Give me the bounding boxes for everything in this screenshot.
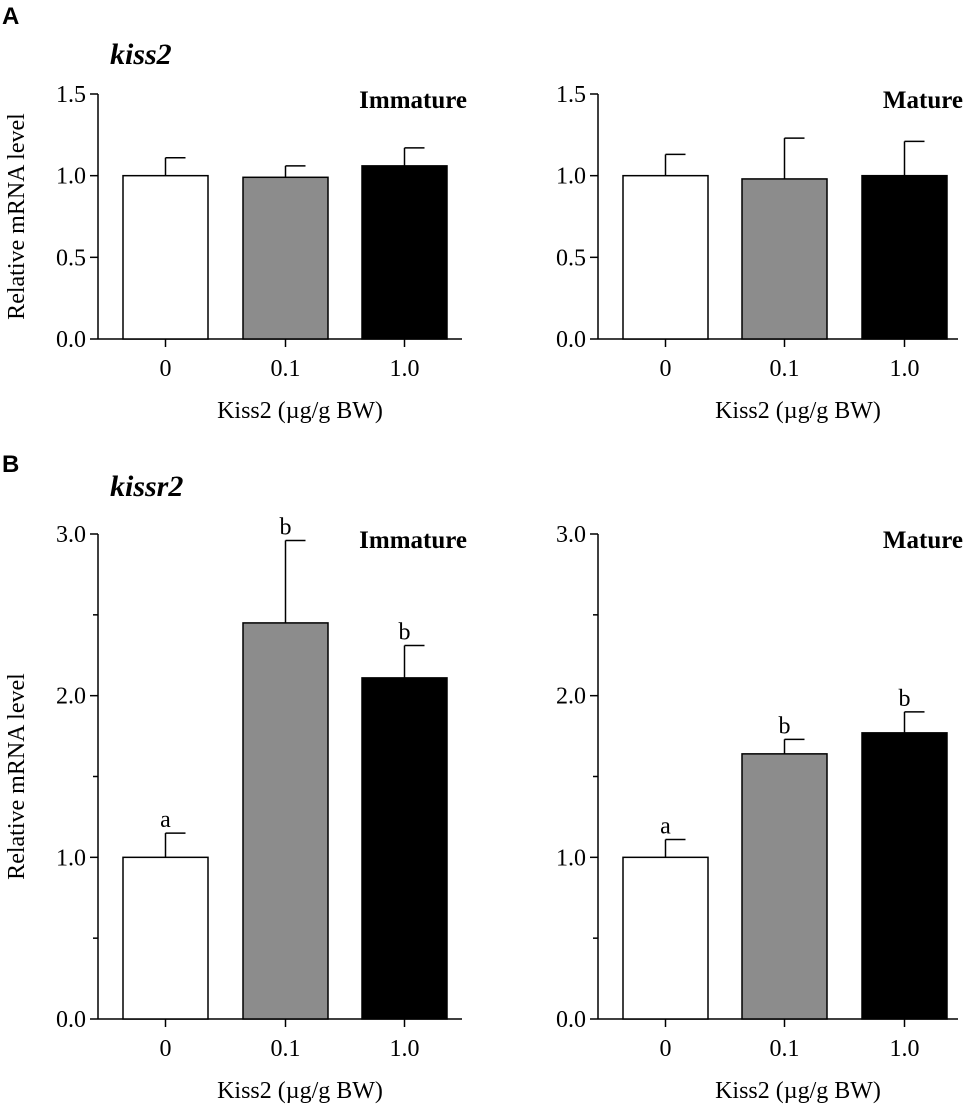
significance-letter: a <box>660 814 671 840</box>
x-tick-label: 0 <box>660 1036 672 1062</box>
y-tick-label: 3.0 <box>56 522 86 548</box>
y-tick-label: 3.0 <box>556 522 586 548</box>
chart-a-mature: 0.0 0.5 1.0 1.5 0 0.1 1.0 Mature Kiss2 (µg/g BW) <box>556 82 963 424</box>
y-tick-label: 1.0 <box>56 164 86 190</box>
y-tick-label: 0.0 <box>556 327 586 353</box>
bar-1-0 <box>361 677 448 1020</box>
bar-0-1 <box>741 753 828 1020</box>
x-tick-label: 0 <box>160 356 172 382</box>
y-axis-title: Relative mRNA level <box>4 113 30 320</box>
stage-title: Mature <box>883 87 963 114</box>
y-tick-label: 1.5 <box>556 82 586 108</box>
x-tick-label: 0 <box>660 356 672 382</box>
bar-1-0 <box>861 732 948 1020</box>
bar-0 <box>122 174 209 340</box>
x-axis-title: Kiss2 (µg/g BW) <box>715 398 881 424</box>
significance-letter: a <box>160 807 171 833</box>
x-tick-label: 1.0 <box>390 1036 420 1062</box>
y-tick-label: 0.0 <box>56 1007 86 1033</box>
y-axis-title: Relative mRNA level <box>4 673 30 880</box>
y-tick-label: 1.0 <box>556 164 586 190</box>
stage-title: Immature <box>359 527 467 554</box>
x-axis-title: Kiss2 (µg/g BW) <box>217 1078 383 1104</box>
x-tick-label: 0.1 <box>770 1036 800 1062</box>
chart-b-mature: 0.0 1.0 2.0 3.0 0 a 0.1 b 1.0 b Mature Kiss2 (µg/g … <box>556 522 963 1104</box>
panel-letter-a: A <box>2 3 19 30</box>
bar-1-0 <box>361 165 448 340</box>
gene-title-kiss2: kiss2 <box>110 38 172 71</box>
significance-letter: b <box>280 514 292 540</box>
bar-0 <box>622 856 709 1020</box>
x-tick-label: 0.1 <box>770 356 800 382</box>
gene-title-kissr2: kissr2 <box>110 470 183 503</box>
y-tick-label: 0.0 <box>556 1007 586 1033</box>
x-tick-label: 1.0 <box>890 356 920 382</box>
x-axis-title: Kiss2 (µg/g BW) <box>217 398 383 424</box>
y-tick-label: 2.0 <box>556 684 586 710</box>
y-tick-label: 2.0 <box>56 684 86 710</box>
x-tick-label: 1.0 <box>390 356 420 382</box>
x-tick-label: 1.0 <box>890 1036 920 1062</box>
stage-title: Mature <box>883 527 963 554</box>
x-tick-label: 0.1 <box>271 356 301 382</box>
x-axis-title: Kiss2 (µg/g BW) <box>715 1078 881 1104</box>
x-tick-label: 0 <box>160 1036 172 1062</box>
charts-group: 0.0 0.5 1.0 1.5 0 0.1 1.0 Immature Kiss2 (µg/g B… <box>4 82 963 1104</box>
y-tick-label: 1.0 <box>56 845 86 871</box>
bar-0 <box>122 856 209 1020</box>
significance-letter: b <box>399 620 411 646</box>
panel-letter-b: B <box>2 451 19 478</box>
significance-letter: b <box>899 686 911 712</box>
y-tick-label: 0.5 <box>556 245 586 271</box>
y-tick-label: 0.0 <box>56 327 86 353</box>
chart-b-immature: 0.0 1.0 2.0 3.0 0 a 0.1 b 1.0 b Immature Kiss2 (µg/… <box>4 514 467 1104</box>
bar-1-0 <box>861 174 948 340</box>
y-tick-label: 1.5 <box>56 82 86 108</box>
y-tick-label: 0.5 <box>56 245 86 271</box>
x-tick-label: 0.1 <box>271 1036 301 1062</box>
bar-0-1 <box>741 178 828 340</box>
significance-letter: b <box>779 713 791 739</box>
chart-a-immature: 0.0 0.5 1.0 1.5 0 0.1 1.0 Immature Kiss2 (µg/g B… <box>4 82 467 424</box>
bar-0-1 <box>242 622 329 1020</box>
bar-0 <box>622 174 709 340</box>
stage-title: Immature <box>359 87 467 114</box>
bar-0-1 <box>242 176 329 340</box>
y-tick-label: 1.0 <box>556 845 586 871</box>
